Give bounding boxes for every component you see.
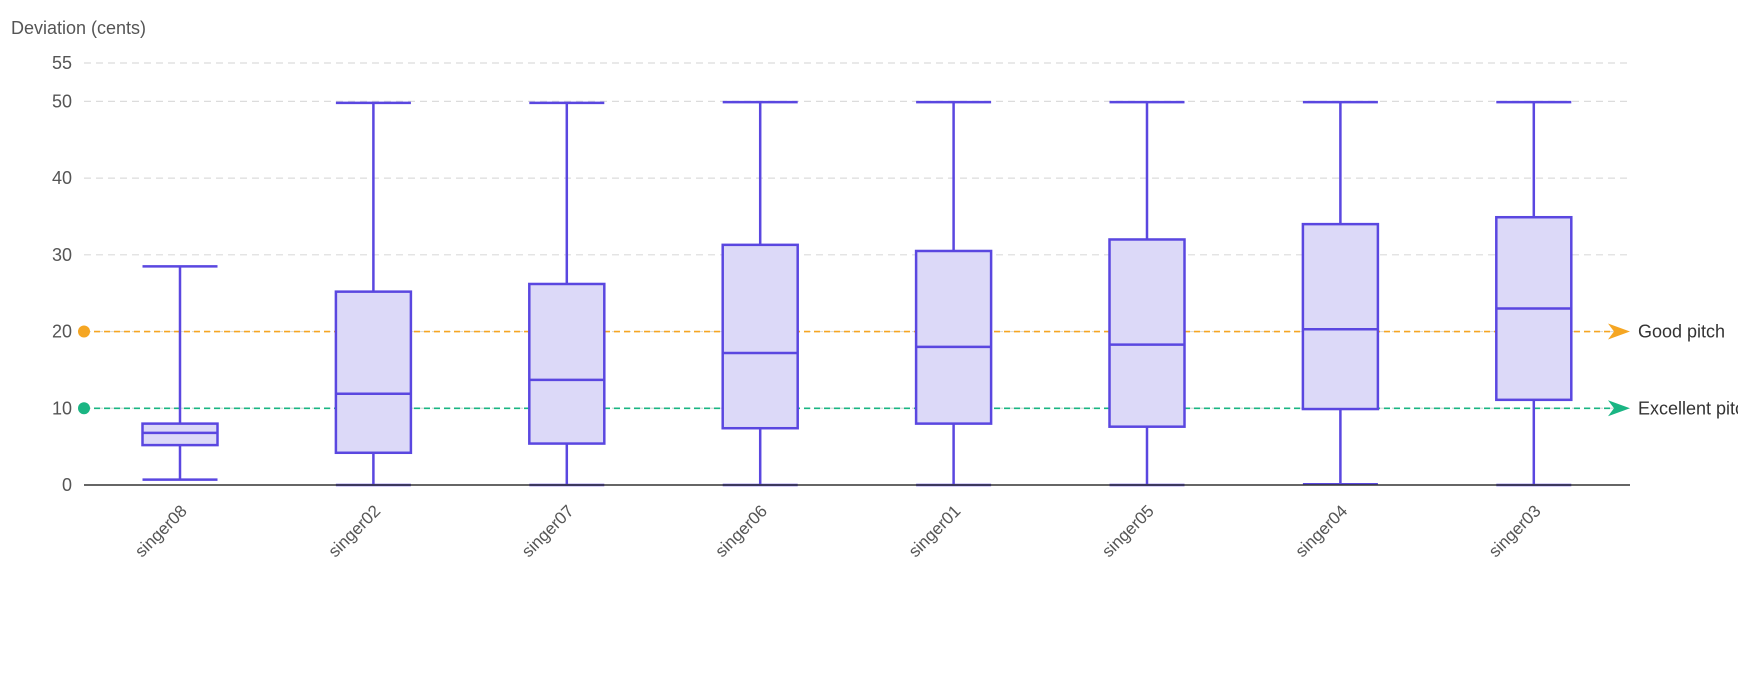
y-tick-label: 30 [52,245,72,265]
x-tick-label: singer01 [905,501,965,561]
y-tick-label: 50 [52,91,72,111]
x-tick-label: singer04 [1292,501,1352,561]
y-axis-title: Deviation (cents) [11,18,147,38]
y-tick-label: 40 [52,168,72,188]
box-singer07 [528,101,606,487]
box-singer01 [914,100,993,487]
reference-line-label: Good pitch [1638,322,1725,342]
box-singer04 [1301,100,1380,486]
iqr-box [1108,238,1186,428]
grid-layer [84,62,1630,409]
box-singer05 [1108,100,1186,487]
x-tick-label: singer08 [131,501,191,561]
boxes-layer [141,100,1573,487]
reference-line-arrow [1608,400,1630,417]
x-tick-label: singer07 [518,501,578,561]
iqr-box [528,282,606,445]
reference-line-dot [78,402,90,415]
iqr-box [334,290,413,455]
y-tick-layer: 0 10 20 30 40 50 55 [52,53,72,495]
x-tick-labels-layer: singer08 singer02 singer07 singer06 singer01… [131,501,1544,561]
x-tick-label: singer05 [1098,501,1158,561]
reference-lines-layer: Good pitch Excellent pitch [78,322,1738,418]
box-singer02 [334,101,413,487]
box-singer08 [141,265,219,481]
reference-line-label: Excellent pitch [1638,398,1738,418]
x-tick-label: singer02 [325,501,385,561]
reference-line-arrow [1608,323,1630,340]
y-tick-label: 20 [52,322,72,342]
y-tick-label: 0 [62,475,72,495]
box-singer06 [721,100,799,487]
box-singer03 [1495,100,1573,487]
iqr-box [721,243,799,430]
y-tick-label: 55 [52,53,72,73]
x-tick-label: singer06 [711,501,771,561]
iqr-box [914,249,993,425]
iqr-box [141,422,219,447]
y-tick-label: 10 [52,398,72,418]
x-tick-label: singer03 [1485,501,1545,561]
reference-line-dot [78,325,90,338]
iqr-box [1301,222,1380,411]
